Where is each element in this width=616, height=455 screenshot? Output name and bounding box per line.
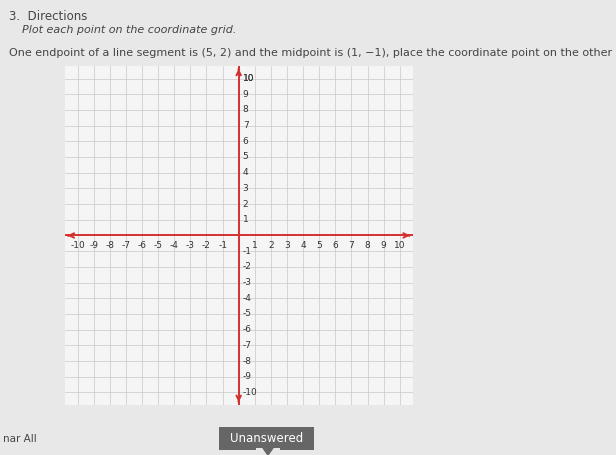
Text: 9: 9 [243, 90, 248, 99]
Text: 10: 10 [394, 241, 405, 250]
Text: Unanswered: Unanswered [230, 432, 303, 445]
Text: 6: 6 [333, 241, 338, 250]
Text: 1: 1 [243, 215, 248, 224]
Polygon shape [263, 448, 273, 455]
Text: 3: 3 [284, 241, 290, 250]
Text: One endpoint of a line segment is (5, 2) and the midpoint is (1, −1), place the : One endpoint of a line segment is (5, 2)… [9, 48, 616, 58]
Text: -9: -9 [243, 372, 252, 381]
Text: 1: 1 [252, 241, 257, 250]
Text: 3.  Directions: 3. Directions [9, 10, 87, 23]
Text: -3: -3 [243, 278, 252, 287]
Text: nar All: nar All [3, 434, 37, 444]
Text: 2: 2 [268, 241, 274, 250]
Text: -7: -7 [243, 341, 252, 350]
Text: 5: 5 [243, 152, 248, 162]
Text: -10: -10 [70, 241, 85, 250]
Text: -10: -10 [243, 388, 257, 397]
Text: 10: 10 [243, 74, 254, 83]
Text: -8: -8 [243, 357, 252, 365]
Text: 3: 3 [243, 184, 248, 193]
Text: -2: -2 [243, 263, 251, 271]
Text: -3: -3 [186, 241, 195, 250]
Text: -4: -4 [170, 241, 179, 250]
Text: 4: 4 [243, 168, 248, 177]
Text: 2: 2 [243, 200, 248, 208]
Text: -8: -8 [105, 241, 115, 250]
Text: -2: -2 [202, 241, 211, 250]
Text: -6: -6 [137, 241, 147, 250]
Text: -4: -4 [243, 294, 251, 303]
Text: 5: 5 [317, 241, 322, 250]
Text: 8: 8 [365, 241, 370, 250]
Text: -7: -7 [121, 241, 131, 250]
Text: 7: 7 [349, 241, 354, 250]
Text: -5: -5 [153, 241, 163, 250]
Text: -1: -1 [243, 247, 252, 256]
Text: 8: 8 [243, 106, 248, 114]
Text: 6: 6 [243, 137, 248, 146]
Text: -5: -5 [243, 309, 252, 318]
Text: -1: -1 [218, 241, 227, 250]
Text: 4: 4 [301, 241, 306, 250]
Text: 9: 9 [381, 241, 387, 250]
Text: Plot each point on the coordinate grid.: Plot each point on the coordinate grid. [22, 25, 236, 35]
Text: -6: -6 [243, 325, 252, 334]
Text: 10: 10 [243, 74, 254, 83]
Text: -9: -9 [89, 241, 98, 250]
Text: 7: 7 [243, 121, 248, 130]
